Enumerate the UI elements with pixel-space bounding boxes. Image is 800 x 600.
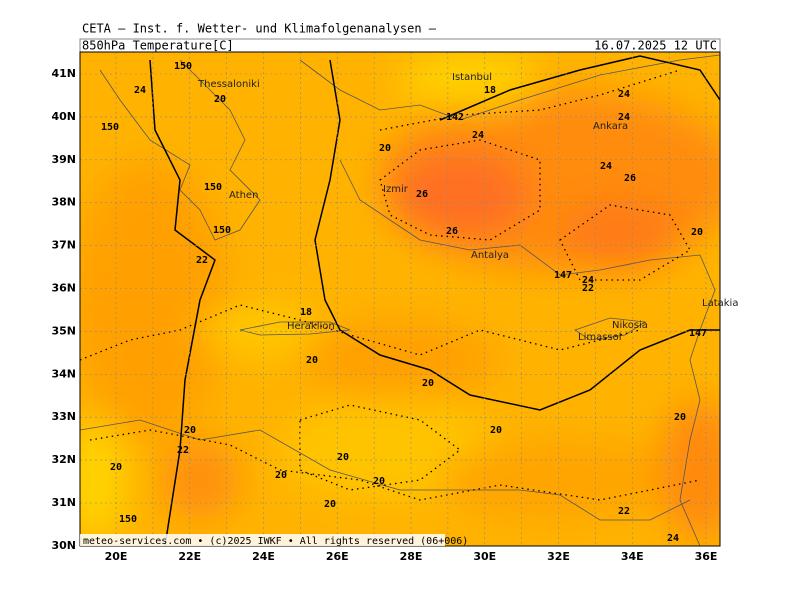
lon-label: 36E [695,550,718,563]
lon-label: 26E [326,550,349,563]
lon-label: 30E [473,550,496,563]
contour-label: 20 [275,470,287,481]
contour-label: 26 [446,226,458,237]
lat-label: 32N [51,453,76,466]
lon-label: 28E [400,550,423,563]
lon-label: 20E [105,550,128,563]
city-label: Izmir [383,184,409,195]
contour-label: 20 [373,476,385,487]
contour-label: 150 [101,122,119,133]
contour-label: 150 [119,514,137,525]
lat-label: 40N [51,110,76,123]
city-label: Limassol [578,332,622,343]
lon-label: 24E [252,550,275,563]
city-label: Latakia [702,298,738,309]
header-valid: 16.07.2025 12 UTC [594,39,717,53]
contour-label: 24 [582,275,594,286]
contour-label: 20 [490,425,502,436]
city-label: Istanbul [452,72,492,83]
contour-label: 20 [337,452,349,463]
city-label: Thessaloniki [197,79,260,90]
city-label: Ankara [593,121,628,132]
lat-label: 39N [51,153,76,166]
contour-label: 147 [554,270,572,281]
contour-label: 20 [422,378,434,389]
city-label: Heraklion [287,321,335,332]
contour-label: 20 [324,499,336,510]
contour-label: 150 [204,182,222,193]
lon-label: 34E [621,550,644,563]
contour-label: 24 [600,161,612,172]
lat-label: 34N [51,367,76,380]
contour-label: 24 [618,89,630,100]
contour-label: 24 [134,85,146,96]
lat-label: 38N [51,196,76,209]
lat-label: 33N [51,410,76,423]
contour-label: 18 [300,307,312,318]
contour-label: 18 [484,85,496,96]
lat-label: 30N [51,539,76,552]
lat-label: 37N [51,239,76,252]
contour-label: 20 [379,143,391,154]
footer: meteo-services.com • (c)2025 IWKF • All … [83,536,468,547]
contour-label: 24 [618,112,630,123]
contour-label: 150 [213,225,231,236]
contour-label: 26 [624,173,636,184]
contour-label: 22 [582,283,594,294]
contour-label: 24 [667,533,679,544]
contour-label: 22 [177,445,189,456]
graticule [80,52,720,546]
header-subtitle: 850hPa Temperature[C] [82,39,234,53]
city-label: Athen [229,190,258,201]
contour-label: 20 [214,94,226,105]
contour-label: 22 [196,255,208,266]
map-field [80,52,720,546]
contour-label: 20 [674,412,686,423]
lat-label: 31N [51,496,76,509]
contour-label: 142 [446,112,464,123]
lon-label: 32E [547,550,570,563]
lat-label: 41N [51,67,76,80]
contour-label: 20 [691,227,703,238]
lat-label: 35N [51,324,76,337]
header-title: CETA — Inst. f. Wetter- und Klimafolgena… [82,22,437,36]
contour-label: 22 [618,506,630,517]
city-label: Antalya [471,250,509,261]
contour-label: 20 [184,425,196,436]
contour-label: 147 [689,328,707,339]
contour-label: 150 [174,61,192,72]
lon-label: 22E [178,550,201,563]
contour-label: 24 [472,130,484,141]
footer-bg [80,534,445,546]
contour-label: 20 [110,462,122,473]
contour-label: 26 [416,189,428,200]
lat-label: 36N [51,282,76,295]
city-label: Nikosia [612,320,648,331]
contour-label: 20 [306,355,318,366]
